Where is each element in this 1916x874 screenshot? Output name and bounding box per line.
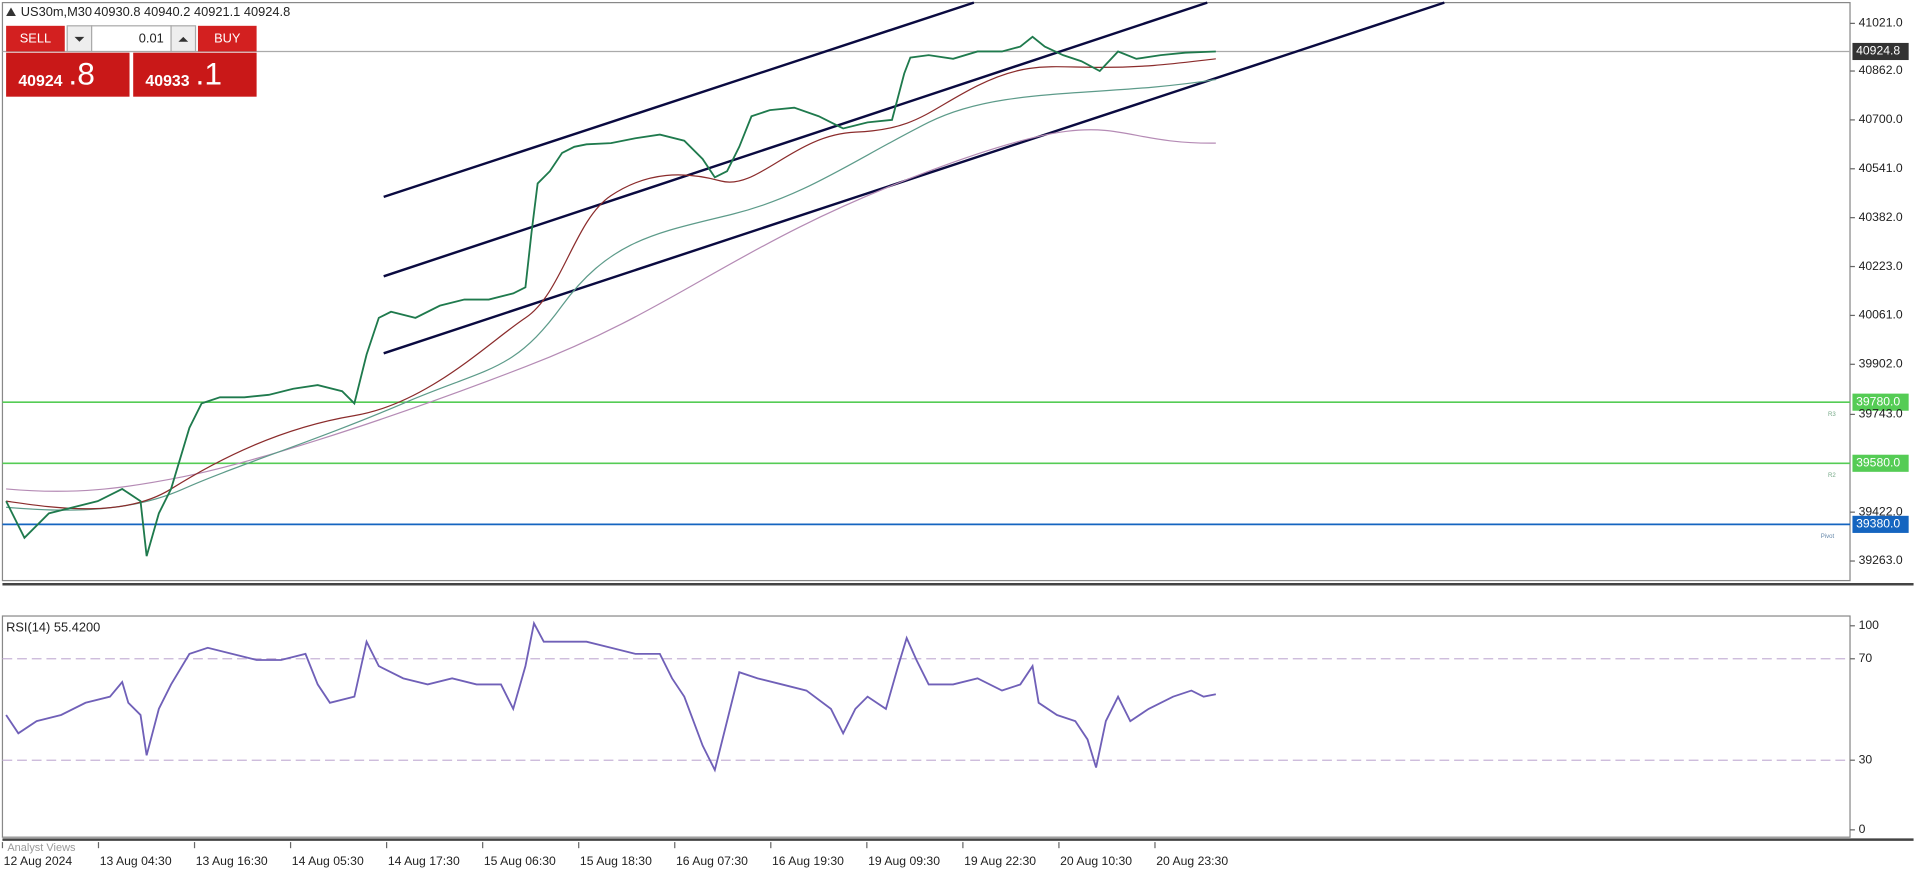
- price-label: 40382.0: [1859, 210, 1903, 224]
- buy-label[interactable]: BUY: [214, 31, 241, 46]
- time-label: 15 Aug 18:30: [580, 854, 652, 868]
- level-price: 39580.0: [1856, 455, 1900, 469]
- level-tag: R3: [1828, 411, 1836, 418]
- ask-frac: .1: [196, 55, 222, 91]
- axes: 41021.0 40862.0 40700.0 40541.0 40382.0 40223…: [1, 16, 1903, 868]
- main-frame: [1, 1, 1851, 582]
- buy-button[interactable]: [197, 25, 257, 52]
- rsi-level-label: 0: [1859, 822, 1866, 836]
- level-price: 39780.0: [1856, 394, 1900, 408]
- price-label: 40862.0: [1859, 63, 1903, 77]
- time-label: 19 Aug 09:30: [868, 854, 940, 868]
- current-price: 40924.8: [1856, 44, 1900, 58]
- time-label: 15 Aug 06:30: [484, 854, 556, 868]
- price-label: 40700.0: [1859, 112, 1903, 126]
- ma-fast: [6, 58, 1216, 510]
- channel-line: [383, 1, 1208, 278]
- bid-frac: .8: [68, 55, 95, 91]
- price-label: 39422.0: [1859, 504, 1903, 518]
- rsi-level-label: 70: [1859, 651, 1873, 665]
- collapse-icon: [6, 7, 16, 17]
- time-label: 14 Aug 17:30: [388, 854, 460, 868]
- time-label: 20 Aug 23:30: [1156, 854, 1228, 868]
- rsi-line: [5, 620, 1217, 773]
- time-label: 13 Aug 04:30: [100, 854, 172, 868]
- channel-line: [383, 1, 975, 199]
- channel-line: [383, 1, 1445, 355]
- sell-label[interactable]: SELL: [20, 31, 51, 46]
- ask-main: 40933: [145, 73, 189, 90]
- time-label: 13 Aug 16:30: [196, 854, 268, 868]
- price-label: 40541.0: [1859, 161, 1903, 175]
- price-label: 39263.0: [1859, 553, 1903, 567]
- time-label: 16 Aug 19:30: [772, 854, 844, 868]
- level-price: 39380.0: [1856, 517, 1900, 531]
- price-line: [5, 35, 1216, 557]
- rsi-level-label: 100: [1859, 618, 1880, 632]
- ma-mid: [6, 78, 1216, 511]
- price-label: 39902.0: [1859, 357, 1903, 371]
- lot-value[interactable]: 0.01: [139, 31, 164, 46]
- down-arrow: [74, 36, 85, 42]
- level-box: [1852, 393, 1909, 411]
- ask-box[interactable]: [133, 52, 257, 97]
- ohlc: 40930.8 40940.2 40921.1 40924.8: [94, 4, 290, 19]
- rsi-level-label: 30: [1859, 752, 1873, 766]
- time-label: 16 Aug 07:30: [676, 854, 748, 868]
- rsi-frame: [1, 615, 1851, 838]
- level-box: [1852, 515, 1909, 533]
- rsi-title: RSI(14) 55.4200: [6, 620, 100, 635]
- footer-tab[interactable]: Analyst Views: [7, 842, 76, 854]
- bid-box[interactable]: [6, 52, 130, 97]
- level-box: [1852, 454, 1909, 472]
- up-arrow: [178, 36, 189, 42]
- price-label: 40223.0: [1859, 259, 1903, 273]
- time-label: 12 Aug 2024: [4, 854, 73, 868]
- sell-button[interactable]: [6, 25, 65, 52]
- level-tag: R2: [1828, 472, 1836, 479]
- ma-slow: [6, 129, 1216, 492]
- time-label: 19 Aug 22:30: [964, 854, 1036, 868]
- bid-main: 40924: [18, 73, 62, 90]
- price-label: 40061.0: [1859, 308, 1903, 322]
- symbol: US30m,M30: [21, 4, 92, 19]
- time-label: 14 Aug 05:30: [292, 854, 364, 868]
- level-tag: Pivot: [1821, 533, 1835, 540]
- current-price-box: [1852, 42, 1909, 61]
- time-label: 20 Aug 10:30: [1060, 854, 1132, 868]
- price-label: 39743.0: [1859, 407, 1903, 421]
- price-label: 41021.0: [1859, 16, 1903, 30]
